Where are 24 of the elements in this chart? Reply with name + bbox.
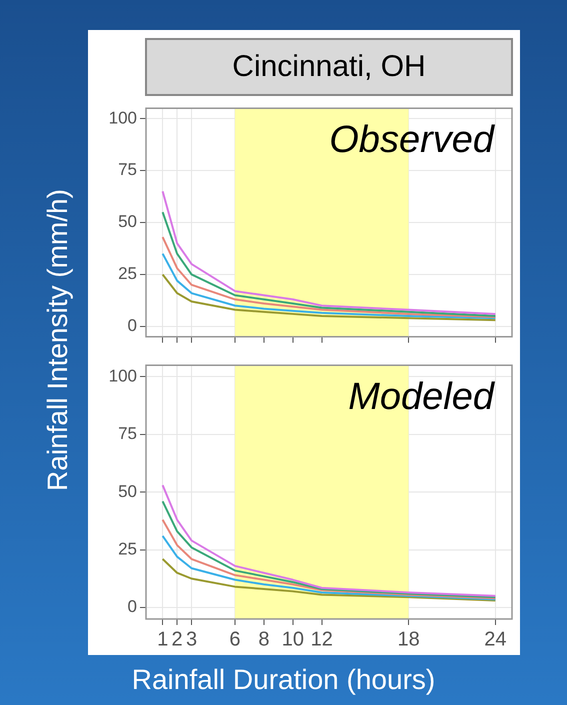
x-tick-label: 18 <box>397 628 420 651</box>
y-tick-label: 0 <box>128 597 137 616</box>
y-tick-label: 75 <box>118 160 137 180</box>
chart-title: Cincinnati, OH <box>145 38 513 96</box>
x-tick-label: 10 <box>282 628 304 651</box>
x-tick-label: 3 <box>186 628 198 651</box>
annotation: Observed <box>329 118 496 161</box>
y-tick-label: 100 <box>108 108 137 128</box>
y-tick-label: 50 <box>118 482 137 501</box>
y-tick-label: 25 <box>118 264 137 284</box>
annotation: Modeled <box>348 376 496 418</box>
y-tick-label: 50 <box>118 212 137 232</box>
x-tick-label: 24 <box>484 628 506 651</box>
y-tick-label: 25 <box>118 539 137 558</box>
x-tick-label: 12 <box>310 628 333 651</box>
x-tick-label: 2 <box>172 628 183 651</box>
x-tick-label: 8 <box>258 628 270 651</box>
y-tick-label: 0 <box>128 316 137 336</box>
y-axis-title: Rainfall Intensity (mm/h) <box>42 189 74 491</box>
x-tick-label: 6 <box>229 628 241 651</box>
x-tick-label: 1 <box>157 628 168 651</box>
y-tick-label: 100 <box>108 366 137 386</box>
y-tick-label: 75 <box>118 424 137 444</box>
x-axis-title: Rainfall Duration (hours) <box>130 664 436 696</box>
